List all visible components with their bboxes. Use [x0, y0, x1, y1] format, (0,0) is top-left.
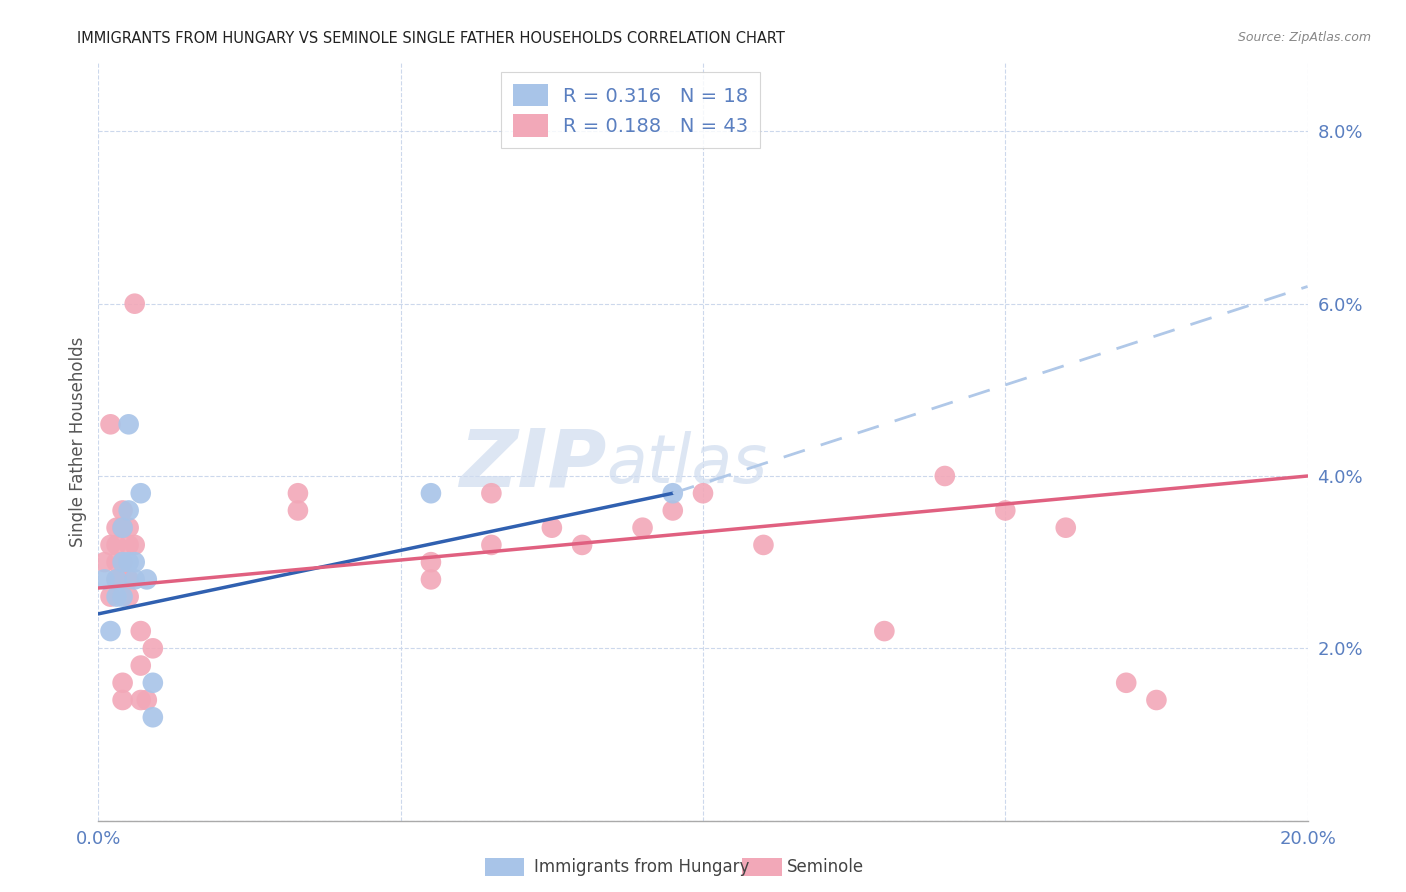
Point — [118, 538, 141, 552]
Point — [420, 573, 443, 587]
Point — [118, 555, 141, 569]
Point — [111, 693, 134, 707]
Point — [105, 538, 128, 552]
Point — [105, 590, 128, 604]
Point — [118, 417, 141, 432]
Point — [129, 658, 152, 673]
Point — [111, 521, 134, 535]
Point — [129, 693, 152, 707]
Point — [118, 590, 141, 604]
Point — [142, 710, 165, 724]
Point — [752, 538, 775, 552]
Point — [142, 675, 165, 690]
Point — [661, 486, 683, 500]
Point — [135, 693, 157, 707]
Point — [1144, 693, 1167, 707]
Point — [100, 538, 122, 552]
Point — [481, 486, 503, 500]
Point — [571, 538, 593, 552]
Point — [105, 521, 128, 535]
Point — [129, 624, 152, 639]
Point — [100, 590, 122, 604]
Point — [118, 521, 141, 535]
Point — [111, 590, 134, 604]
Point — [111, 675, 134, 690]
Legend: R = 0.316   N = 18, R = 0.188   N = 43: R = 0.316 N = 18, R = 0.188 N = 43 — [501, 72, 761, 148]
Point — [540, 521, 562, 535]
Text: Seminole: Seminole — [787, 858, 865, 876]
Point — [105, 573, 128, 587]
Point — [111, 555, 134, 569]
Point — [93, 573, 115, 587]
Point — [481, 538, 503, 552]
Point — [420, 555, 443, 569]
Text: IMMIGRANTS FROM HUNGARY VS SEMINOLE SINGLE FATHER HOUSEHOLDS CORRELATION CHART: IMMIGRANTS FROM HUNGARY VS SEMINOLE SING… — [77, 31, 785, 46]
Point — [124, 573, 146, 587]
Text: atlas: atlas — [606, 432, 768, 497]
Point — [111, 503, 134, 517]
Point — [692, 486, 714, 500]
Point — [142, 641, 165, 656]
Text: Source: ZipAtlas.com: Source: ZipAtlas.com — [1237, 31, 1371, 45]
Point — [420, 486, 443, 500]
Point — [111, 573, 134, 587]
Point — [873, 624, 896, 639]
Point — [287, 486, 309, 500]
Y-axis label: Single Father Households: Single Father Households — [69, 336, 87, 547]
Point — [124, 555, 146, 569]
Point — [287, 503, 309, 517]
Text: ZIP: ZIP — [458, 425, 606, 503]
Point — [135, 573, 157, 587]
Point — [124, 538, 146, 552]
Point — [124, 296, 146, 310]
Point — [111, 521, 134, 535]
Point — [100, 624, 122, 639]
Point — [661, 503, 683, 517]
Point — [111, 555, 134, 569]
Point — [105, 573, 128, 587]
Text: Immigrants from Hungary: Immigrants from Hungary — [534, 858, 749, 876]
Point — [105, 555, 128, 569]
Point — [93, 555, 115, 569]
Point — [129, 486, 152, 500]
Point — [118, 503, 141, 517]
Point — [100, 417, 122, 432]
Point — [934, 469, 956, 483]
Point — [118, 573, 141, 587]
Point — [1115, 675, 1137, 690]
Point — [631, 521, 654, 535]
Point — [1054, 521, 1077, 535]
Point — [994, 503, 1017, 517]
